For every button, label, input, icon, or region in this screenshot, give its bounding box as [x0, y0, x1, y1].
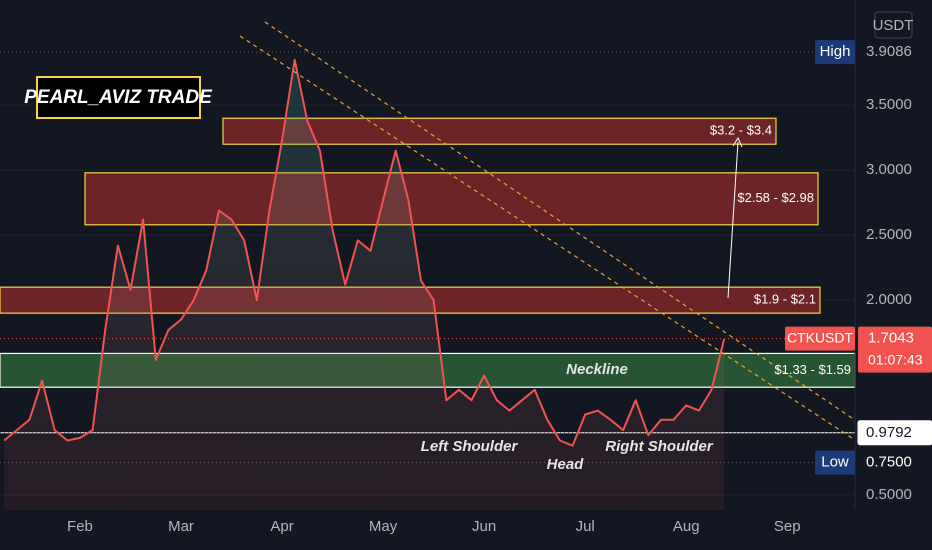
x-tick-label: Aug — [673, 518, 700, 535]
price-line — [3, 58, 726, 447]
high-label-box — [815, 40, 855, 65]
low-label: Low — [821, 454, 849, 471]
zone-label: $2.58 - $2.98 — [737, 190, 814, 205]
y-tick-label: 3.5000 — [866, 96, 912, 113]
price-zone — [84, 172, 819, 226]
trendline — [264, 21, 856, 421]
zone-label: $1.9 - $2.1 — [754, 292, 816, 307]
neckline-label: Neckline — [566, 361, 628, 378]
x-tick-label: May — [369, 518, 398, 535]
neck-value: 0.9792 — [866, 424, 912, 441]
x-tick-label: Sep — [774, 518, 801, 535]
countdown: 01:07:43 — [868, 351, 923, 367]
currency: USDT — [873, 17, 914, 34]
x-tick-label: Feb — [67, 518, 93, 535]
high-value: 3.9086 — [866, 43, 912, 60]
last-price: 1.7043 — [868, 330, 914, 347]
symbol-tag — [785, 326, 855, 351]
x-tick-label: Jul — [576, 518, 595, 535]
y-tick-label: 3.0000 — [866, 161, 912, 178]
x-tick-label: Mar — [168, 518, 194, 535]
annotation: Right Shoulder — [605, 438, 714, 455]
low-value-box — [858, 450, 932, 475]
title-box — [36, 76, 201, 119]
high-label: High — [820, 43, 851, 60]
low-value: 0.7500 — [866, 454, 912, 471]
symbol-name: CTKUSDT — [787, 329, 854, 345]
annotation: Head — [547, 456, 585, 473]
last-price-box — [858, 326, 932, 373]
zone-label: $1.33 - $1.59 — [774, 362, 851, 377]
annotation: Left Shoulder — [421, 438, 519, 455]
currency-box — [874, 11, 913, 39]
title: PEARL_AVIZ TRADE — [24, 87, 213, 108]
y-tick-label: 2.5000 — [866, 226, 912, 243]
price-area — [4, 59, 725, 511]
y-tick-label: 2.0000 — [866, 291, 912, 308]
low-label-box — [815, 450, 855, 475]
y-tick-label: 0.5000 — [866, 486, 912, 503]
x-tick-label: Apr — [270, 518, 293, 535]
zone-label: $3.2 - $3.4 — [710, 123, 772, 138]
arrow — [727, 141, 739, 299]
x-tick-label: Jun — [472, 518, 496, 535]
neck-value-box — [857, 420, 932, 446]
high-value-box — [858, 40, 932, 65]
trendline — [239, 35, 856, 441]
arrow-head — [732, 136, 743, 148]
